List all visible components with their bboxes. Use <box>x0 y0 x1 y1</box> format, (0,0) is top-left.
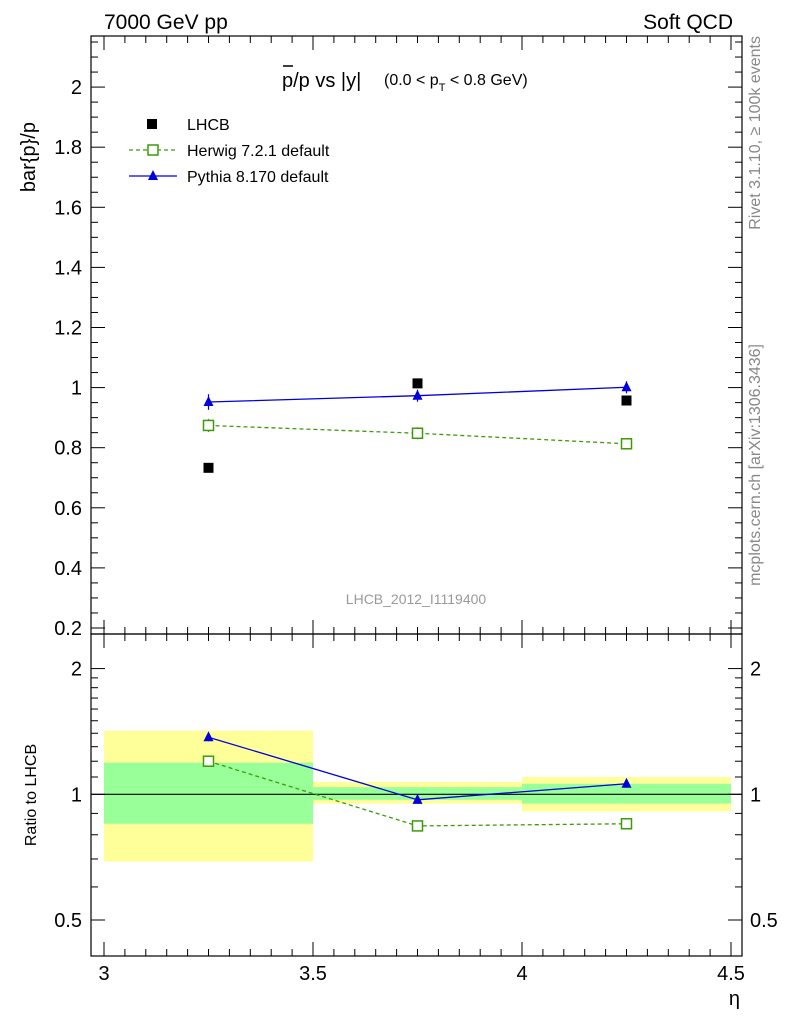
legend-entry-lhcb: LHCB <box>147 117 230 134</box>
ratio-x-axis: 3 3.5 4 4.5 <box>98 634 745 985</box>
legend-label-herwig: Herwig 7.2.1 default <box>187 143 330 160</box>
ratio-y-tick-label: 2 <box>71 659 82 681</box>
data-point-herwig <box>202 419 215 432</box>
data-point-pythia <box>412 389 423 400</box>
title-cut-end: < 0.8 GeV) <box>445 72 527 89</box>
ratio-point-pythia <box>203 731 214 742</box>
ratio-point-pythia <box>412 793 423 804</box>
ratio-y-tick-label-right: 1 <box>750 784 761 806</box>
data-point-pythia <box>203 396 214 407</box>
x-tick-label: 3.5 <box>299 963 327 985</box>
ratio-y-axis: 0.5 0.5 1 1 2 2 <box>54 659 778 932</box>
main-panel: 0.2 0.4 0.6 0.8 1 1.2 1.4 1.6 1.8 2 bar{p}/p p/p … <box>18 35 743 640</box>
title-main: p/p vs |y| <box>282 70 361 92</box>
data-point-lhcb <box>203 462 214 473</box>
main-y-axis-label: bar{p}/p <box>18 122 40 192</box>
ratio-point-herwig <box>620 818 633 830</box>
x-tick-label: 3 <box>98 963 109 985</box>
ratio-band-inner <box>522 783 731 804</box>
main-y-tick-label: 1.4 <box>54 257 82 279</box>
legend-label-lhcb: LHCB <box>187 117 230 134</box>
mcplots-label: mcplots.cern.ch [arXiv:1306.3436] <box>747 344 764 586</box>
energy-label: 7000 GeV pp <box>104 11 228 34</box>
x-axis-label: η <box>729 988 740 1010</box>
main-y-tick-label: 1.8 <box>54 137 82 159</box>
data-point-pythia <box>621 381 632 392</box>
ratio-band-inner <box>104 762 313 824</box>
ratio-point-herwig <box>202 755 215 767</box>
ratio-band-inner <box>313 787 522 800</box>
legend-marker-lhcb <box>147 119 157 129</box>
main-y-tick-label: 2 <box>71 77 82 99</box>
ratio-y-axis-label: Ratio to LHCB <box>23 744 40 846</box>
rivet-label: Rivet 3.1.10, ≥ 100k events <box>747 36 764 230</box>
legend-marker-herwig <box>147 144 159 156</box>
ratio-panel: 0.5 0.5 1 1 2 2 3 3.5 4 4.5 Ratio to LHCB η <box>23 633 778 1010</box>
title-cut-sub: T <box>439 82 446 94</box>
ratio-plot-area <box>90 633 743 957</box>
data-point-lhcb <box>621 395 632 406</box>
analysis-id-label: LHCB_2012_I1119400 <box>346 591 487 607</box>
main-y-tick-label: 1 <box>71 378 82 400</box>
legend-entry-pythia: Pythia 8.170 default <box>129 169 329 186</box>
ratio-point-pythia <box>621 777 632 788</box>
ratio-frame <box>90 633 743 957</box>
legend-label-pythia: Pythia 8.170 default <box>187 169 329 186</box>
ratio-point-herwig <box>411 820 424 832</box>
ratio-y-tick-label-right: 0.5 <box>750 910 778 932</box>
legend: LHCB Herwig 7.2.1 default Pythia 8.170 d… <box>129 117 330 186</box>
data-point-lhcb <box>412 378 423 389</box>
main-y-axis: 0.2 0.4 0.6 0.8 1 1.2 1.4 1.6 1.8 2 <box>54 41 742 640</box>
main-y-tick-label: 1.2 <box>54 317 82 339</box>
x-tick-label: 4.5 <box>717 963 745 985</box>
main-y-tick-label: 0.2 <box>54 618 82 640</box>
title-cut: (0.0 < pT < 0.8 GeV) <box>384 72 528 94</box>
main-y-tick-label: 0.4 <box>54 558 82 580</box>
soft-qcd-label: Soft QCD <box>643 11 733 34</box>
ratio-y-tick-label: 0.5 <box>54 910 82 932</box>
ratio-y-tick-label: 1 <box>71 784 82 806</box>
ratio-series <box>202 731 633 832</box>
main-y-tick-label: 0.8 <box>54 438 82 460</box>
data-point-herwig <box>411 427 424 440</box>
title-cut-start: (0.0 < p <box>384 72 439 89</box>
main-series <box>202 378 633 473</box>
ratio-bands <box>91 730 742 862</box>
x-tick-label: 4 <box>516 963 527 985</box>
main-x-axis <box>103 36 732 634</box>
ratio-y-tick-label-right: 2 <box>750 659 761 681</box>
legend-marker-pythia <box>148 170 158 180</box>
chart-title: p/p vs |y| (0.0 < pT < 0.8 GeV) <box>282 65 528 94</box>
main-y-tick-label: 0.6 <box>54 498 82 520</box>
legend-entry-herwig: Herwig 7.2.1 default <box>129 143 330 160</box>
main-y-tick-label: 1.6 <box>54 197 82 219</box>
data-point-herwig <box>620 438 633 450</box>
